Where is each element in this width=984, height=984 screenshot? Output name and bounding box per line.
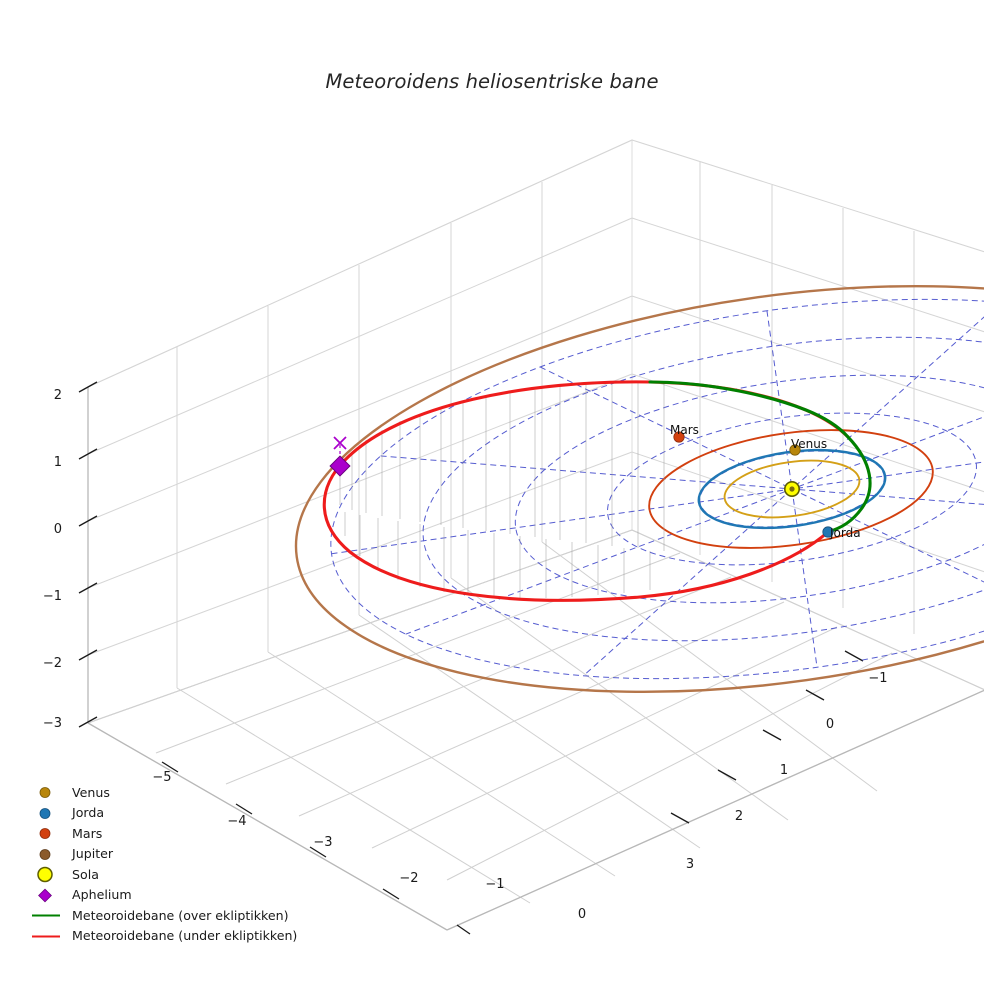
x-tick-labels: −5 −4 −3 −2 −1 0 [152, 770, 586, 922]
legend-label: Meteoroidebane (under ekliptikken) [72, 928, 298, 944]
x-tick-label: −1 [485, 877, 504, 892]
legend-item-venus[interactable]: Venus [28, 782, 328, 803]
y-tick-labels: −1 0 1 2 3 [686, 671, 888, 872]
mars-marker [673, 431, 685, 443]
jorda-label: Jorda [829, 526, 861, 540]
x-tick-label: −3 [313, 835, 332, 850]
aphelion-diamond-marker [329, 455, 351, 477]
page-title: Meteoroidens heliosentriske bane [325, 70, 659, 93]
y-tick-label: 0 [826, 717, 834, 732]
y-tick-label: 3 [686, 857, 694, 872]
legend-label: Venus [72, 784, 110, 800]
sun-core-icon [789, 486, 795, 492]
legend: Venus Jorda Mars Jup [28, 782, 328, 946]
venus-marker [789, 444, 801, 456]
z-tick-labels: 2 1 0 −1 −2 −3 [43, 388, 62, 731]
mars-marker-icon [28, 823, 72, 844]
legend-label: Jorda [72, 805, 105, 821]
venus-marker-icon [28, 782, 72, 803]
x-axis-ticks [161, 761, 471, 935]
legend-label: Sola [72, 866, 99, 882]
y-axis-spine [446, 689, 984, 931]
z-tick-label: 2 [54, 388, 62, 403]
legend-label: Aphelium [72, 887, 132, 903]
legend-item-meteoroid-above[interactable]: Meteoroidebane (over ekliptikken) [28, 905, 328, 926]
sun-marker-icon [28, 864, 72, 885]
z-axis-ticks [78, 381, 98, 728]
legend-item-meteoroid-below[interactable]: Meteoroidebane (under ekliptikken) [28, 926, 328, 947]
legend-label: Jupiter [72, 846, 114, 862]
earth-marker [822, 526, 834, 538]
venus-orbit [723, 459, 861, 519]
y-tick-label: 2 [735, 809, 743, 824]
venus-label: Venus [791, 437, 827, 451]
x-tick-label: −4 [227, 814, 246, 829]
jupiter-orbit [294, 284, 984, 694]
earth-orbit [697, 448, 887, 530]
x-tick-label: 0 [578, 907, 586, 922]
aphelion-x-icon [333, 436, 347, 450]
mars-orbit [648, 429, 934, 549]
y-axis-ticks [670, 650, 864, 824]
z-tick-label: 0 [54, 522, 62, 537]
legend-item-sola[interactable]: Sola [28, 864, 328, 885]
red-line-icon [28, 926, 72, 947]
legend-label: Mars [72, 825, 103, 841]
earth-marker-icon [28, 803, 72, 824]
legend-label: Meteoroidebane (over ekliptikken) [72, 907, 289, 923]
x-tick-label: −2 [399, 871, 418, 886]
y-tick-label: −1 [868, 671, 887, 686]
mars-label: Mars [670, 423, 699, 437]
legend-item-aphelium[interactable]: Aphelium [28, 885, 328, 906]
aphelion-marker-icon [28, 885, 72, 906]
axis-spines [87, 387, 984, 931]
x-tick-label: −5 [152, 770, 171, 785]
polar-spoke [539, 366, 984, 612]
legend-item-jorda[interactable]: Jorda [28, 803, 328, 824]
y-tick-label: 1 [780, 763, 788, 778]
z-tick-label: 1 [54, 455, 62, 470]
meteoroid-drop-lines [339, 382, 665, 598]
z-tick-label: −1 [43, 589, 62, 604]
polar-spoke [583, 301, 984, 677]
meteoroid-orbit-above-ecliptic [826, 435, 872, 534]
z-tick-label: −3 [43, 716, 62, 731]
legend-item-mars[interactable]: Mars [28, 823, 328, 844]
meteoroid-orbit-above-ecliptic-tail [648, 380, 850, 439]
z-tick-label: −2 [43, 656, 62, 671]
green-line-icon [28, 905, 72, 926]
x-axis-spine [87, 722, 448, 931]
jupiter-marker-icon [28, 844, 72, 865]
legend-item-jupiter[interactable]: Jupiter [28, 844, 328, 865]
